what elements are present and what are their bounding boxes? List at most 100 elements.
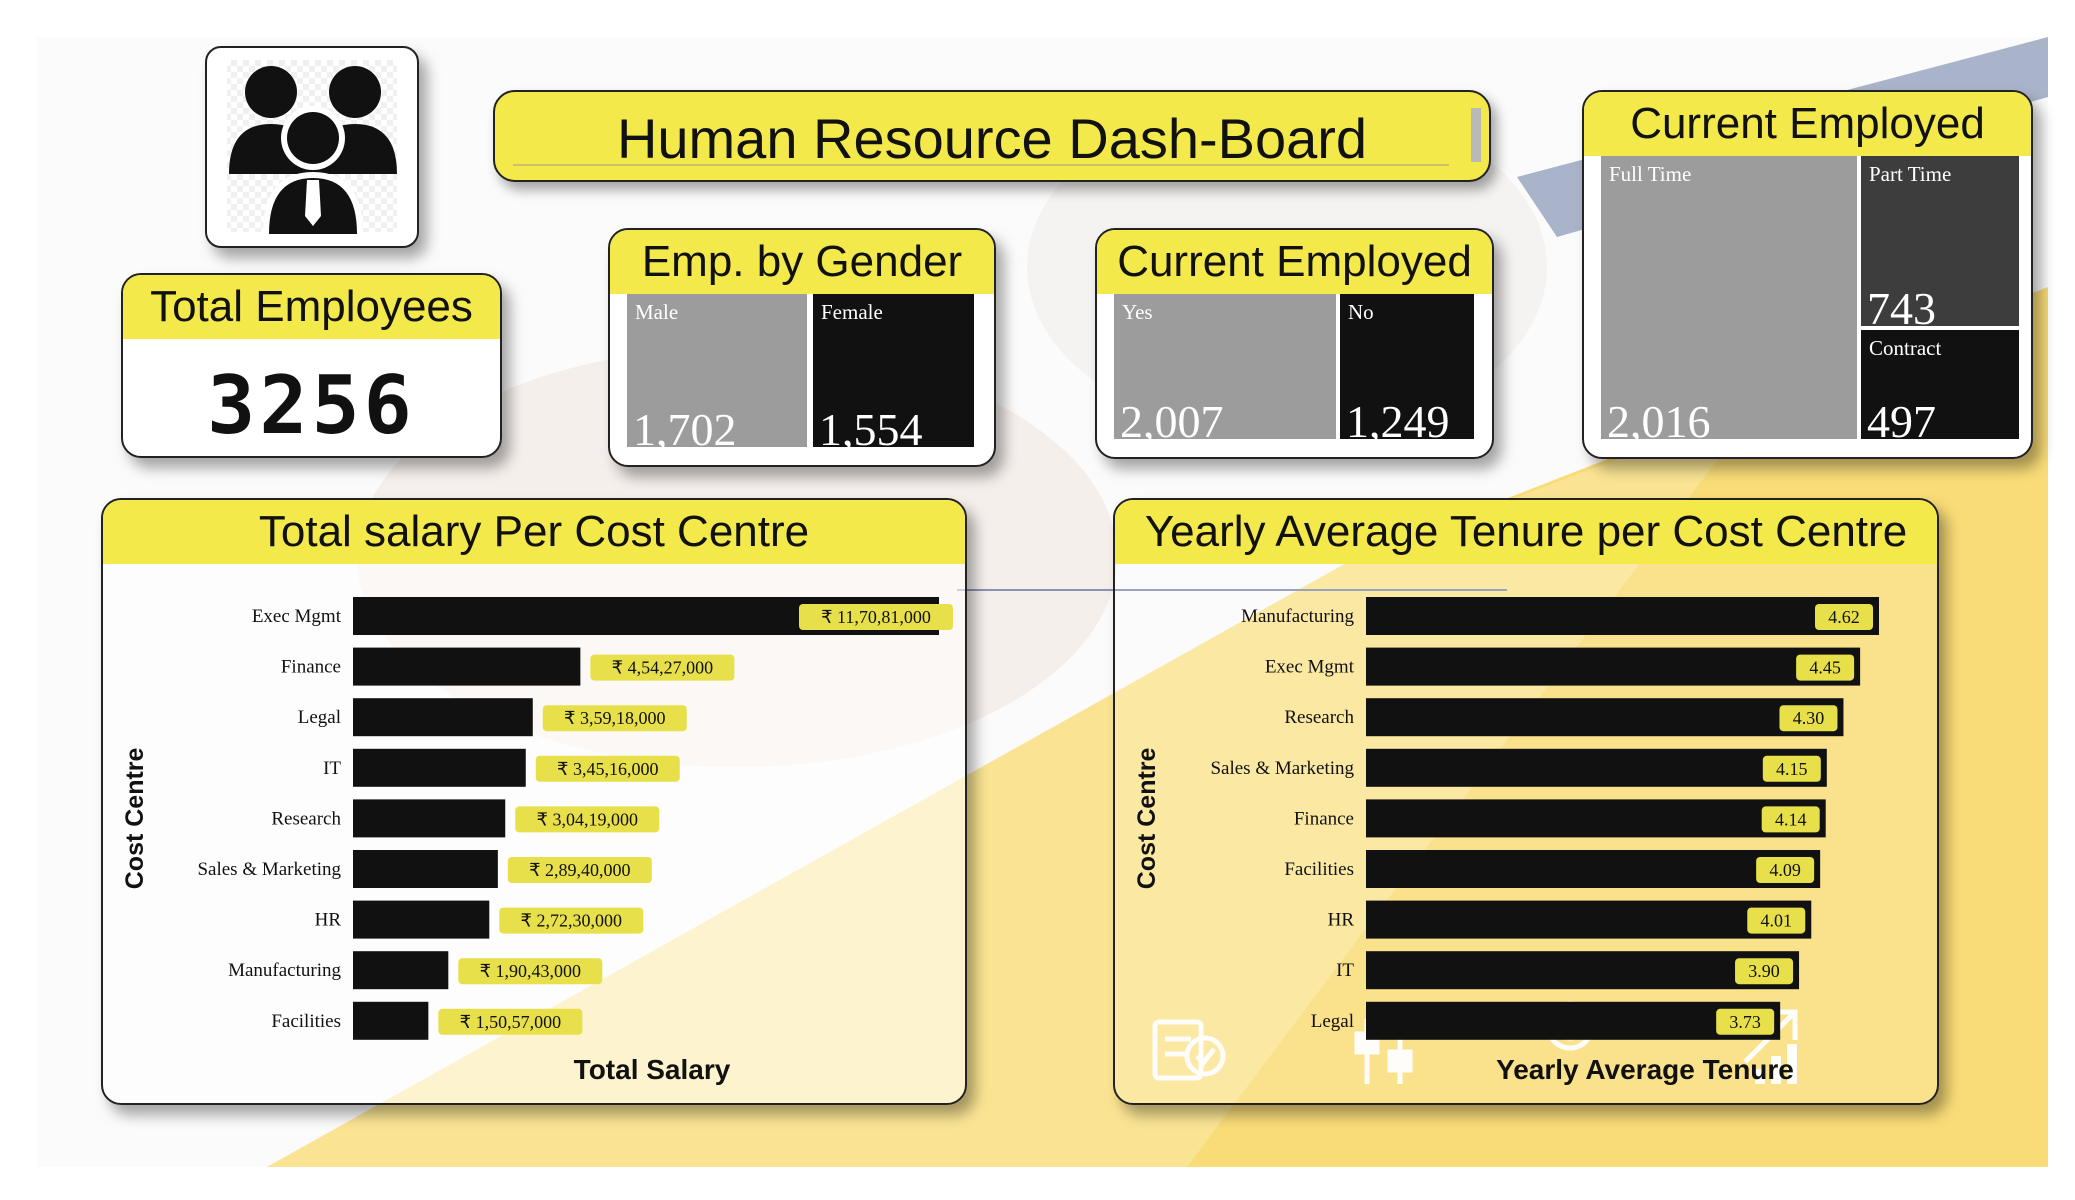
bar (353, 1001, 429, 1040)
data-label: 4.14 (1775, 809, 1807, 829)
bar (353, 748, 526, 787)
gender-card: Emp. by Gender Male 1,702 Female 1,554 (608, 228, 996, 467)
full-time-value: 2,016 (1607, 396, 1711, 440)
salary-bar-chart: Exec Mgmt ₹ 11,70,81,000 Finance ₹ 4,54,27,… (121, 597, 953, 1085)
y-axis-title: Cost Centre (121, 747, 149, 889)
bar (353, 799, 506, 838)
salary-chart-card: Total salary Per Cost Centre Exec Mgmt ₹ … (101, 498, 967, 1105)
data-label: ₹ 2,89,40,000 (529, 860, 630, 880)
bar (353, 850, 498, 888)
bar (353, 647, 581, 686)
category-label: HR (1328, 910, 1355, 931)
total-employees-value: 3256 (207, 359, 416, 452)
part-time-label: Part Time (1869, 162, 1952, 186)
title-accent (1471, 108, 1481, 162)
yes-value: 2,007 (1120, 396, 1224, 440)
people-icon-card (205, 46, 419, 248)
female-value: 1,554 (819, 404, 923, 448)
no-value: 1,249 (1346, 396, 1450, 440)
data-label: 3.90 (1748, 961, 1780, 981)
data-label-bg (438, 1008, 583, 1035)
contract-label: Contract (1869, 336, 1942, 360)
bar (1366, 597, 1879, 635)
bar (1366, 698, 1844, 737)
data-label-bg (1779, 705, 1838, 732)
contract-value: 497 (1867, 396, 1936, 440)
category-label: Manufacturing (228, 960, 341, 981)
x-axis-title: Yearly Average Tenure (1496, 1054, 1794, 1085)
category-label: Finance (1294, 808, 1354, 829)
tenure-chart-card: Yearly Average Tenure per Cost Centre Ma… (1113, 498, 1939, 1105)
category-label: Legal (1311, 1011, 1354, 1032)
data-label: ₹ 4,54,27,000 (612, 658, 713, 678)
gender-title: Emp. by Gender (610, 230, 994, 294)
yes-label: Yes (1122, 300, 1153, 324)
category-label: Sales & Marketing (197, 859, 341, 880)
data-label-bg (507, 857, 652, 883)
y-axis-title: Cost Centre (1133, 747, 1161, 889)
category-label: Manufacturing (1241, 606, 1354, 627)
title-banner: Human Resource Dash-Board (493, 90, 1491, 182)
data-label-bg (1716, 1008, 1775, 1035)
current-employed-title: Current Employed (1097, 230, 1492, 294)
data-label: ₹ 3,04,19,000 (537, 809, 638, 829)
data-label: 4.62 (1828, 607, 1860, 627)
bar (1366, 799, 1826, 838)
category-label: Research (1284, 707, 1354, 728)
data-label: 4.01 (1761, 911, 1793, 931)
bar (1366, 647, 1861, 686)
male-label: Male (635, 300, 679, 324)
data-label: ₹ 11,70,81,000 (821, 607, 931, 627)
female-label: Female (821, 300, 883, 324)
category-label: IT (1336, 960, 1354, 981)
data-label: 3.73 (1729, 1012, 1761, 1032)
employment-type-title: Current Employed (1584, 92, 2031, 156)
bar (1366, 900, 1812, 939)
category-label: Finance (281, 657, 341, 678)
category-label: Legal (298, 707, 341, 728)
category-label: Exec Mgmt (252, 606, 342, 627)
data-label-bg (799, 604, 953, 630)
data-label-bg (1796, 654, 1855, 681)
title-underline (513, 164, 1449, 166)
data-label-bg (515, 806, 660, 833)
data-label: 4.15 (1776, 759, 1808, 779)
data-label: ₹ 2,72,30,000 (521, 911, 622, 931)
page-title: Human Resource Dash-Board (616, 107, 1368, 170)
bar (1366, 748, 1827, 787)
data-label: ₹ 3,45,16,000 (557, 759, 658, 779)
current-employed-card: Current Employed Yes 2,007 No 1,249 (1095, 228, 1494, 459)
salary-chart-title: Total salary Per Cost Centre (103, 500, 965, 564)
category-label: HR (315, 910, 342, 931)
data-label: 4.45 (1809, 658, 1841, 678)
category-label: Facilities (1284, 859, 1354, 880)
x-axis-title: Total Salary (574, 1054, 731, 1085)
no-tile: No 1,249 (1340, 294, 1474, 439)
bar (353, 951, 449, 990)
bar (1366, 951, 1800, 990)
data-label: ₹ 3,59,18,000 (564, 708, 665, 728)
total-employees-card: Total Employees 3256 (121, 273, 502, 458)
data-label-bg (1756, 857, 1815, 883)
data-label-bg (1815, 604, 1873, 630)
data-label-bg (458, 958, 603, 985)
bar (1366, 850, 1821, 888)
category-label: IT (323, 758, 341, 779)
tenure-bar-chart: Manufacturing 4.62 Exec Mgmt 4.45 Research 4.… (1133, 597, 1879, 1085)
data-label-bg (590, 654, 735, 681)
category-label: Sales & Marketing (1210, 758, 1354, 779)
data-label: ₹ 1,90,43,000 (480, 961, 581, 981)
part-time-value: 743 (1867, 283, 1936, 327)
data-label: 4.09 (1769, 860, 1801, 880)
people-icon (227, 60, 397, 234)
female-tile: Female 1,554 (813, 294, 974, 447)
no-label: No (1348, 300, 1374, 324)
bar (353, 900, 490, 939)
contract-tile: Contract 497 (1861, 330, 2019, 439)
yes-tile: Yes 2,007 (1114, 294, 1336, 439)
bar (353, 698, 533, 737)
tenure-chart-title: Yearly Average Tenure per Cost Centre (1115, 500, 1937, 564)
male-tile: Male 1,702 (627, 294, 807, 447)
category-label: Facilities (271, 1011, 341, 1032)
total-employees-title: Total Employees (123, 275, 500, 339)
